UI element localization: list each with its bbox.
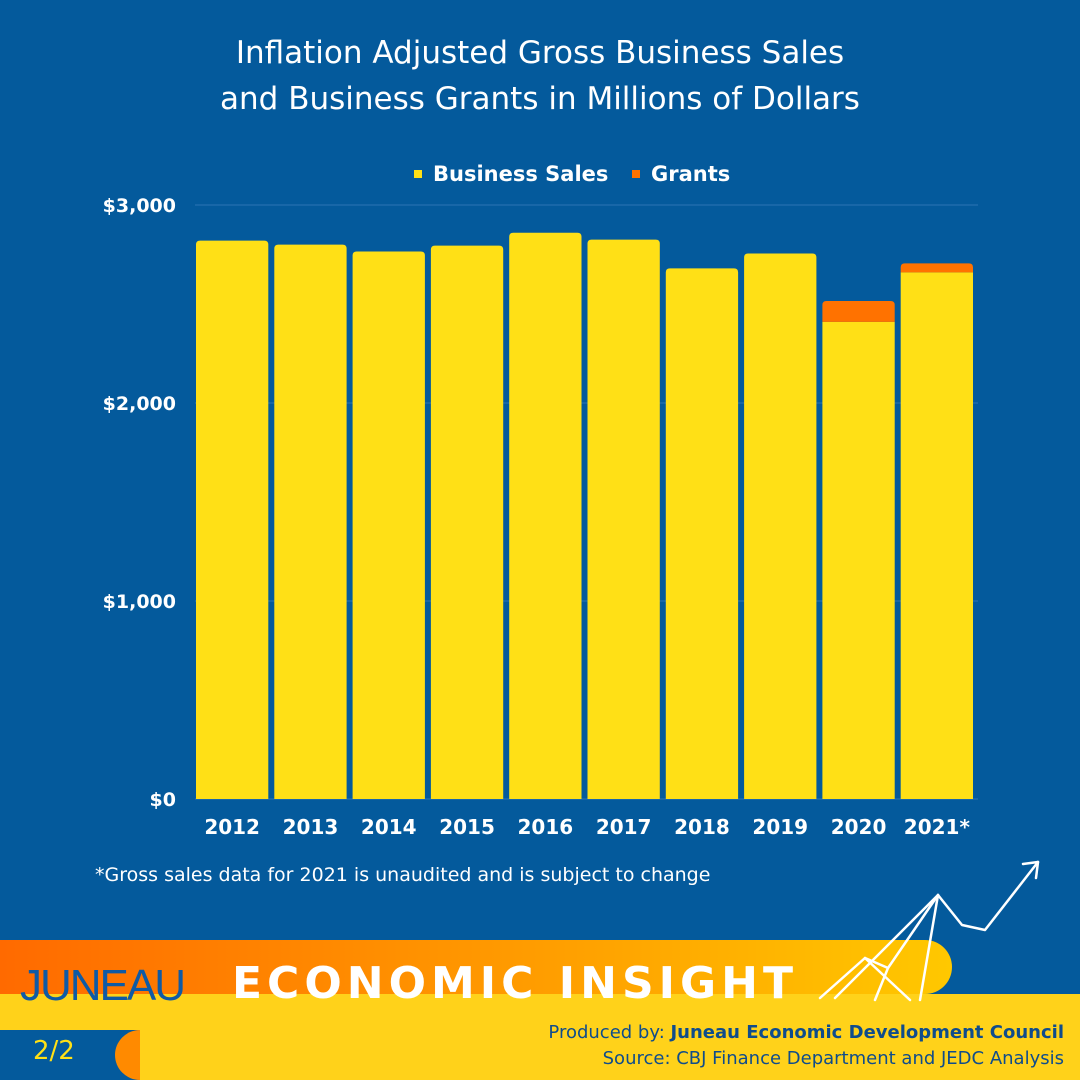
brand-economic-insight: ECONOMIC INSIGHT	[232, 958, 798, 1009]
y-tick-label: $3,000	[103, 195, 176, 217]
chart-title-line-2: and Business Grants in Millions of Dolla…	[220, 81, 860, 117]
chart-title: Inflation Adjusted Gross Business Sales …	[0, 30, 1080, 122]
x-tick-label: 2017	[596, 815, 652, 839]
x-tick-label: 2019	[752, 815, 808, 839]
x-tick-label: 2015	[439, 815, 495, 839]
x-tick-label: 2020	[831, 815, 887, 839]
bar-chart: $0 $1,000 $2,000 $3,000 2012 2013 2014 2015 2016…	[103, 162, 978, 839]
produced-by-org: Juneau Economic Development Council	[670, 1022, 1064, 1043]
bar-business-sales	[822, 321, 895, 799]
legend-swatch	[632, 170, 640, 178]
x-tick-label: 2012	[204, 815, 260, 839]
legend-label: Business Sales	[433, 162, 608, 186]
legend-label: Grants	[651, 162, 730, 186]
chart-title-line-1: Inflation Adjusted Gross Business Sales	[235, 35, 845, 71]
y-tick-label: $2,000	[103, 393, 176, 415]
produced-by-label: Produced by:	[548, 1022, 671, 1043]
bar-grants	[822, 301, 895, 322]
brand-banner	[0, 940, 1080, 1080]
legend-swatch	[414, 170, 422, 178]
x-tick-label: 2016	[518, 815, 574, 839]
growth-arrow-icon	[818, 860, 1040, 1002]
bar-grants	[900, 263, 973, 273]
bar-business-sales	[196, 240, 269, 799]
footnote: *Gross sales data for 2021 is unaudited …	[95, 864, 711, 886]
bar-business-sales	[274, 244, 347, 800]
bar-business-sales	[352, 251, 425, 799]
credits: Produced by: Juneau Economic Development…	[548, 1020, 1064, 1072]
banner-lower-pill	[120, 1030, 1080, 1080]
y-tick-label: $0	[150, 789, 176, 811]
bar-business-sales	[900, 272, 973, 799]
bar-business-sales	[744, 253, 817, 799]
page-number: 2/2	[33, 1036, 75, 1066]
banner-top-strip	[0, 940, 952, 994]
brand-juneau: JUNEAU	[20, 961, 186, 1010]
x-tick-label: 2018	[674, 815, 730, 839]
bar-business-sales	[509, 232, 582, 800]
bar-business-sales	[587, 239, 660, 799]
x-tick-label: 2013	[283, 815, 339, 839]
x-tick-label: 2014	[361, 815, 417, 839]
y-tick-label: $1,000	[103, 591, 176, 613]
produced-by-line: Produced by: Juneau Economic Development…	[548, 1020, 1064, 1046]
bar-business-sales	[665, 268, 739, 799]
source-line: Source: CBJ Finance Department and JEDC …	[602, 1048, 1064, 1069]
x-tick-label: 2021*	[904, 815, 971, 839]
bar-business-sales	[430, 245, 504, 800]
